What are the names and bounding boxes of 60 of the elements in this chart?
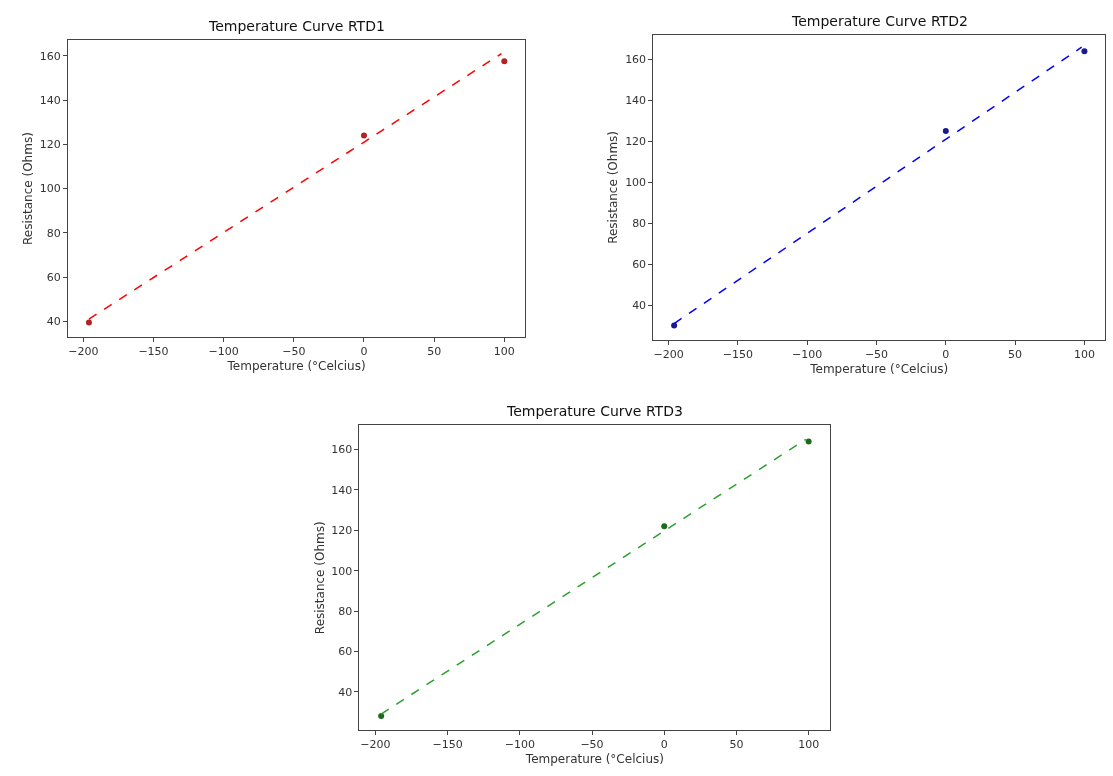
y-tick-label: 80 bbox=[46, 226, 61, 240]
x-tick-label: 100 bbox=[493, 344, 515, 358]
y-tick-label: 160 bbox=[331, 443, 353, 457]
x-tick-label: −200 bbox=[360, 738, 391, 752]
x-tick-label: −100 bbox=[208, 344, 239, 358]
x-tick-label: 0 bbox=[360, 344, 368, 358]
point bbox=[671, 322, 678, 329]
y-axis-title: Resistance (Ohms) bbox=[20, 132, 35, 245]
y-axis-title: Resistance (Ohms) bbox=[312, 521, 327, 635]
x-tick-label: −200 bbox=[653, 348, 684, 362]
y-tick-label: 80 bbox=[632, 217, 647, 231]
x-tick-label: −50 bbox=[282, 344, 306, 358]
y-tick-label: 120 bbox=[331, 524, 353, 538]
x-tick-label: −50 bbox=[864, 348, 889, 362]
y-tick-label: 120 bbox=[39, 138, 61, 152]
x-tick-label: −150 bbox=[432, 738, 463, 752]
y-tick-label: 80 bbox=[338, 604, 353, 618]
y-tick-label: 40 bbox=[46, 315, 61, 329]
point bbox=[360, 132, 367, 139]
x-tick-label: −150 bbox=[138, 344, 169, 358]
y-tick-label: 60 bbox=[46, 270, 61, 284]
y-tick-label: 100 bbox=[39, 182, 61, 196]
y-tick-label: 160 bbox=[625, 53, 647, 67]
point bbox=[501, 58, 508, 65]
x-tick-label: 50 bbox=[427, 344, 442, 358]
x-tick-label: 0 bbox=[660, 738, 668, 752]
chart-title: Temperature Curve RTD3 bbox=[506, 403, 683, 419]
x-axis-title: Temperature (°Celcius) bbox=[524, 752, 664, 767]
x-tick-label: −50 bbox=[580, 738, 604, 752]
x-tick-label: 50 bbox=[1008, 348, 1023, 362]
chart-title: Temperature Curve RTD2 bbox=[791, 13, 968, 29]
y-tick-label: 160 bbox=[39, 49, 61, 63]
point bbox=[1081, 48, 1088, 55]
y-tick-label: 120 bbox=[625, 135, 647, 149]
x-axis-title: Temperature (°Celcius) bbox=[226, 358, 366, 373]
x-tick-label: −150 bbox=[722, 348, 753, 362]
chart-title: Temperature Curve RTD1 bbox=[208, 18, 385, 34]
x-tick-label: −100 bbox=[792, 348, 823, 362]
x-tick-label: −200 bbox=[68, 344, 99, 358]
y-tick-label: 40 bbox=[338, 685, 353, 699]
x-tick-label: 100 bbox=[1073, 348, 1095, 362]
x-tick-label: 100 bbox=[798, 738, 820, 752]
x-axis-title: Temperature (°Celcius) bbox=[809, 361, 949, 376]
point bbox=[85, 319, 92, 326]
x-tick-label: 0 bbox=[942, 348, 950, 362]
y-tick-label: 140 bbox=[625, 94, 647, 108]
point bbox=[805, 438, 812, 445]
y-tick-label: 100 bbox=[331, 564, 353, 578]
y-tick-label: 40 bbox=[632, 298, 647, 312]
x-tick-label: −100 bbox=[504, 738, 535, 752]
y-tick-label: 60 bbox=[338, 645, 353, 659]
y-tick-label: 100 bbox=[625, 176, 647, 190]
y-tick-label: 140 bbox=[331, 483, 353, 497]
point bbox=[661, 523, 668, 530]
y-tick-label: 140 bbox=[39, 93, 61, 107]
point bbox=[942, 128, 949, 135]
point bbox=[378, 713, 385, 720]
y-tick-label: 60 bbox=[632, 258, 647, 272]
y-axis-title: Resistance (Ohms) bbox=[606, 130, 621, 244]
x-tick-label: 50 bbox=[729, 738, 744, 752]
